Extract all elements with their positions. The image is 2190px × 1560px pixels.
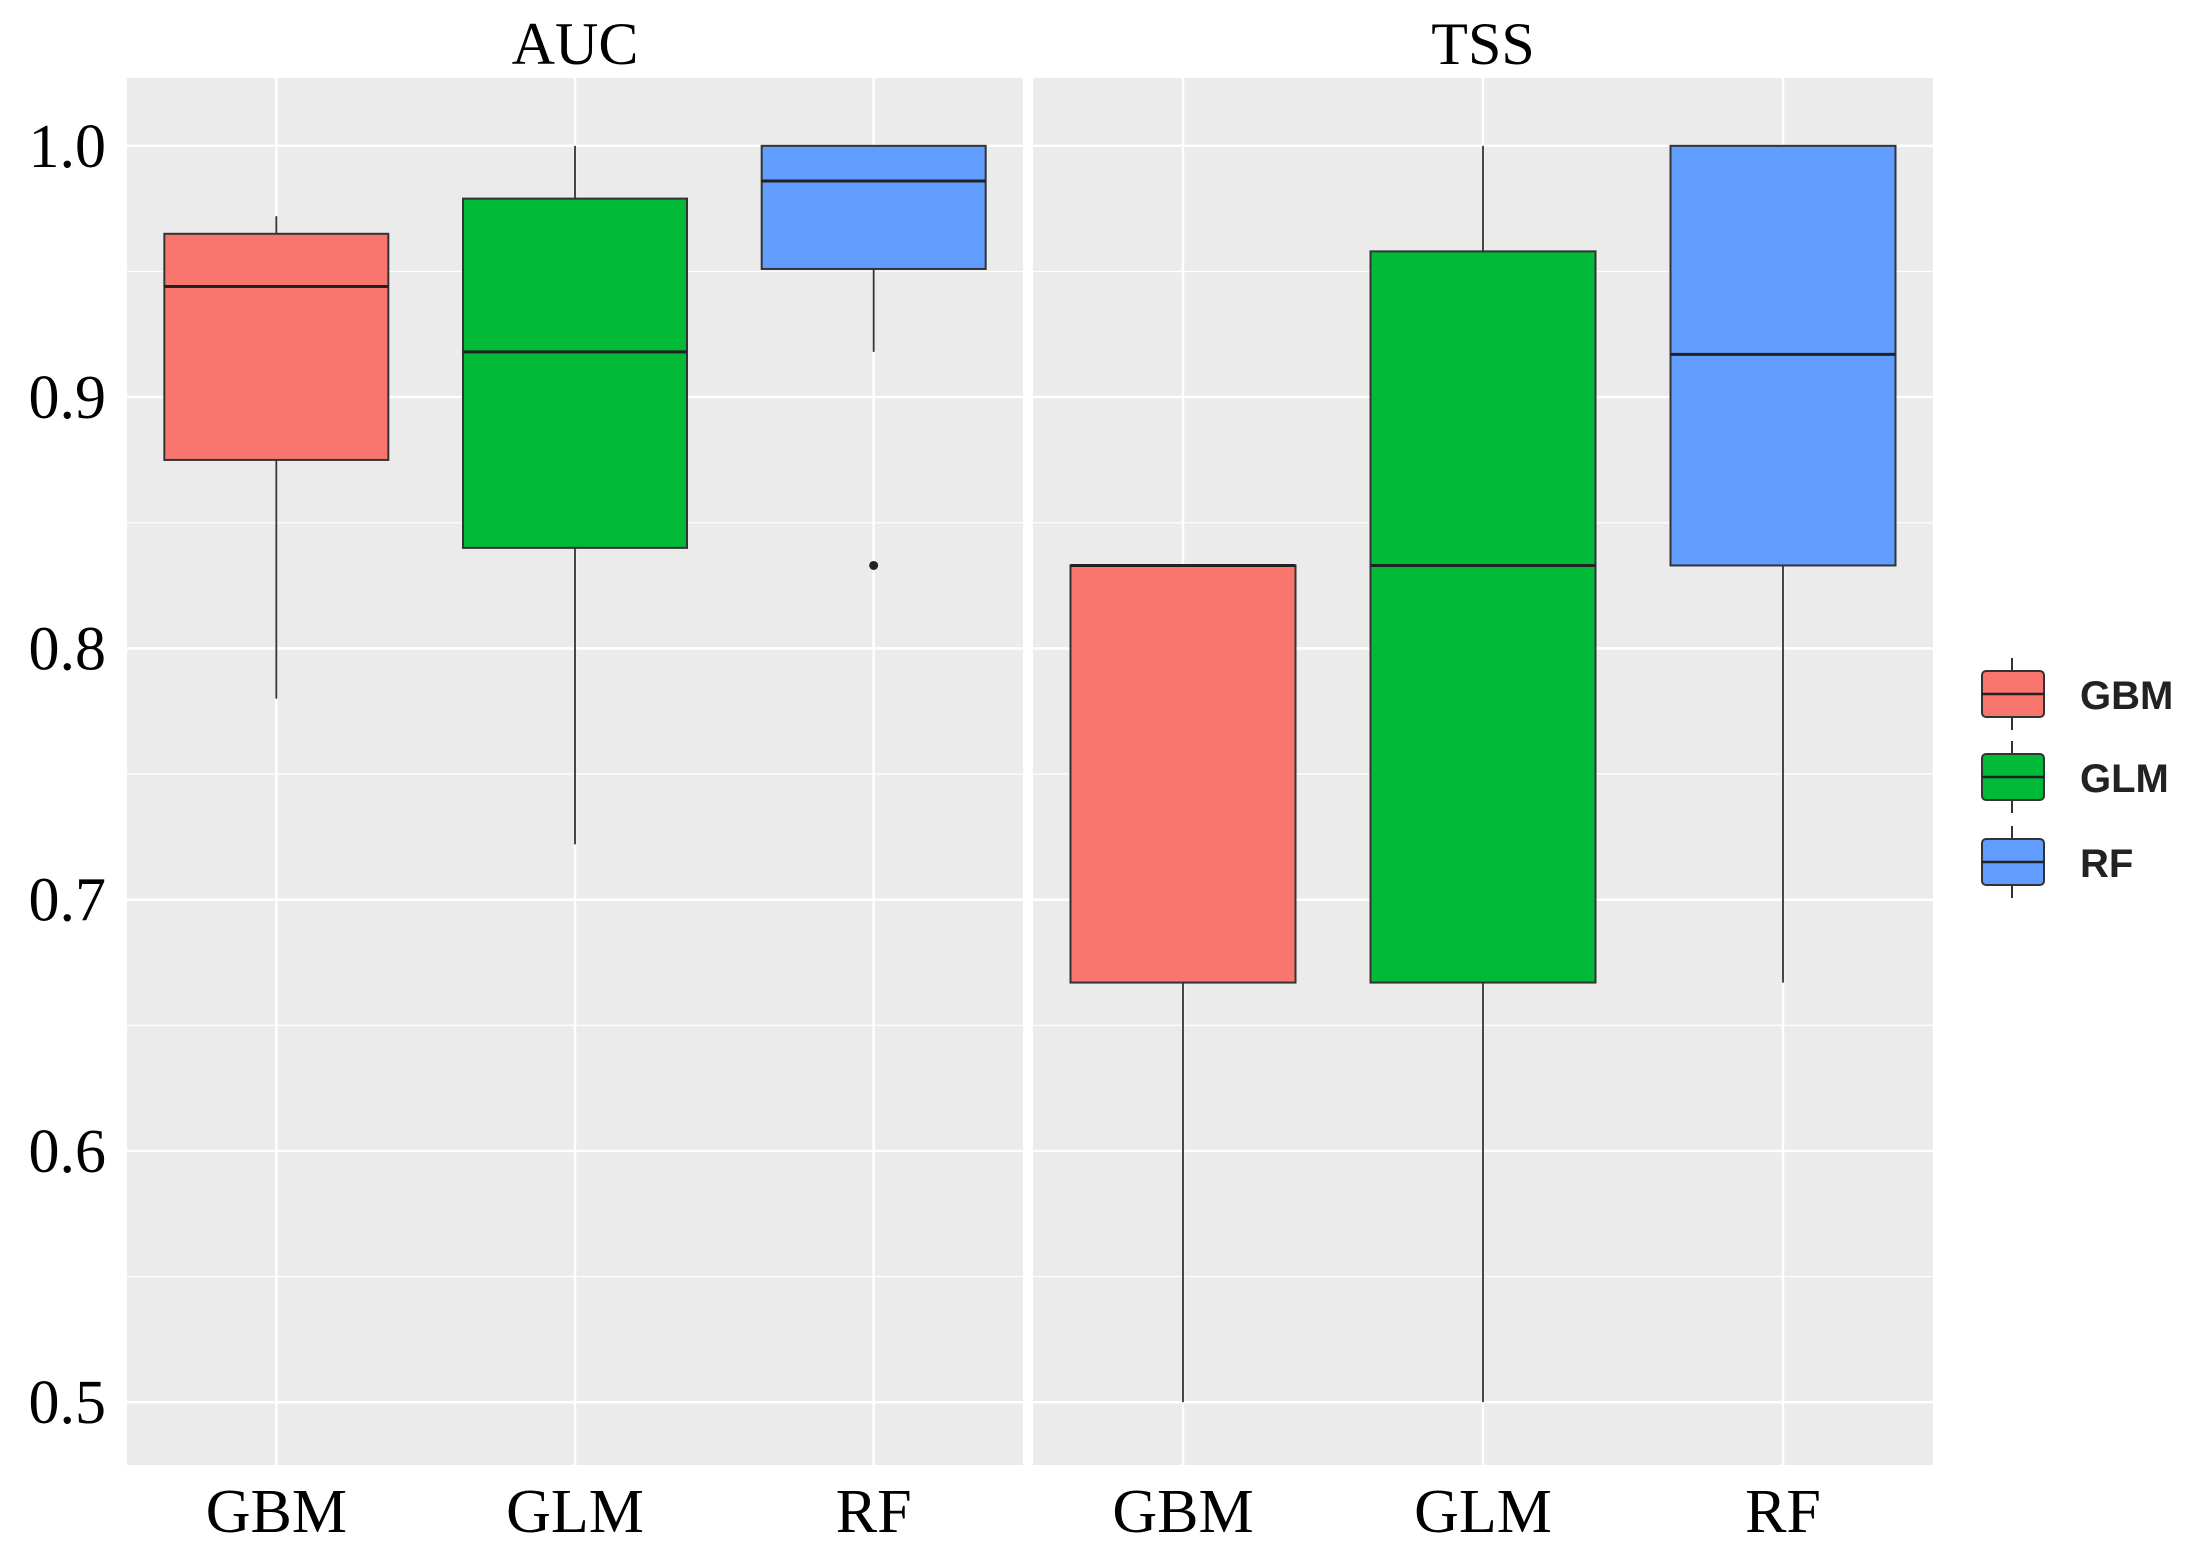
- box-iqr: [760, 144, 987, 270]
- legend-label: GBM: [2080, 674, 2173, 718]
- y-axis: 0.5 0.6 0.7 0.8 0.9 1.0: [29, 113, 107, 1437]
- box-auc-glm: [462, 145, 688, 845]
- facet-title: AUC: [512, 11, 639, 77]
- y-tick-label: 1.0: [29, 113, 107, 181]
- box-iqr: [1369, 250, 1597, 984]
- facet-auc: GBM GLM RF AUC: [127, 11, 1023, 1546]
- y-tick-label: 0.9: [29, 364, 107, 432]
- outlier-point: [869, 560, 879, 570]
- box-iqr: [462, 197, 688, 549]
- y-tick-label: 0.7: [29, 867, 107, 935]
- y-tick-label: 0.5: [29, 1369, 107, 1437]
- legend: GBM GLM RF: [1981, 658, 2173, 898]
- box-tss-gbm: [1069, 563, 1297, 1403]
- facet-tss: GBM GLM RF TSS: [1033, 11, 1933, 1546]
- box-iqr: [1069, 564, 1297, 984]
- legend-item-rf: RF: [1981, 826, 2133, 898]
- x-tick-label: GLM: [506, 1478, 644, 1546]
- box-auc-rf: [760, 144, 987, 570]
- box-tss-glm: [1369, 145, 1597, 1403]
- x-tick-label: RF: [1745, 1478, 1821, 1546]
- legend-item-glm: GLM: [1981, 741, 2169, 813]
- legend-item-gbm: GBM: [1981, 658, 2173, 730]
- facet-title: TSS: [1431, 11, 1534, 77]
- legend-label: RF: [2080, 842, 2133, 886]
- box-tss-rf: [1669, 144, 1897, 983]
- y-tick-label: 0.6: [29, 1118, 107, 1186]
- y-tick-label: 0.8: [29, 615, 107, 683]
- x-tick-label: GLM: [1414, 1478, 1552, 1546]
- box-iqr: [163, 232, 390, 461]
- box-auc-gbm: [163, 216, 390, 699]
- facet-panels: GBM GLM RF AUC GBM GLM RF TSS: [127, 11, 1933, 1546]
- x-tick-label: RF: [836, 1478, 912, 1546]
- x-tick-label: GBM: [1112, 1478, 1253, 1546]
- x-tick-label: GBM: [206, 1478, 347, 1546]
- legend-label: GLM: [2080, 757, 2169, 801]
